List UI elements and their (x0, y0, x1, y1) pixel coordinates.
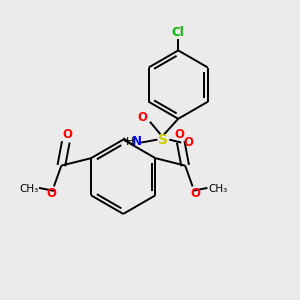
Text: O: O (190, 187, 201, 200)
Text: CH₃: CH₃ (208, 184, 227, 194)
Text: O: O (46, 187, 56, 200)
Text: N: N (132, 135, 142, 148)
Text: H: H (126, 137, 134, 147)
Text: O: O (138, 111, 148, 124)
Text: Cl: Cl (172, 26, 184, 39)
Text: O: O (62, 128, 72, 141)
Text: O: O (174, 128, 184, 141)
Text: S: S (158, 133, 168, 147)
Text: CH₃: CH₃ (19, 184, 38, 194)
Text: O: O (184, 136, 194, 149)
